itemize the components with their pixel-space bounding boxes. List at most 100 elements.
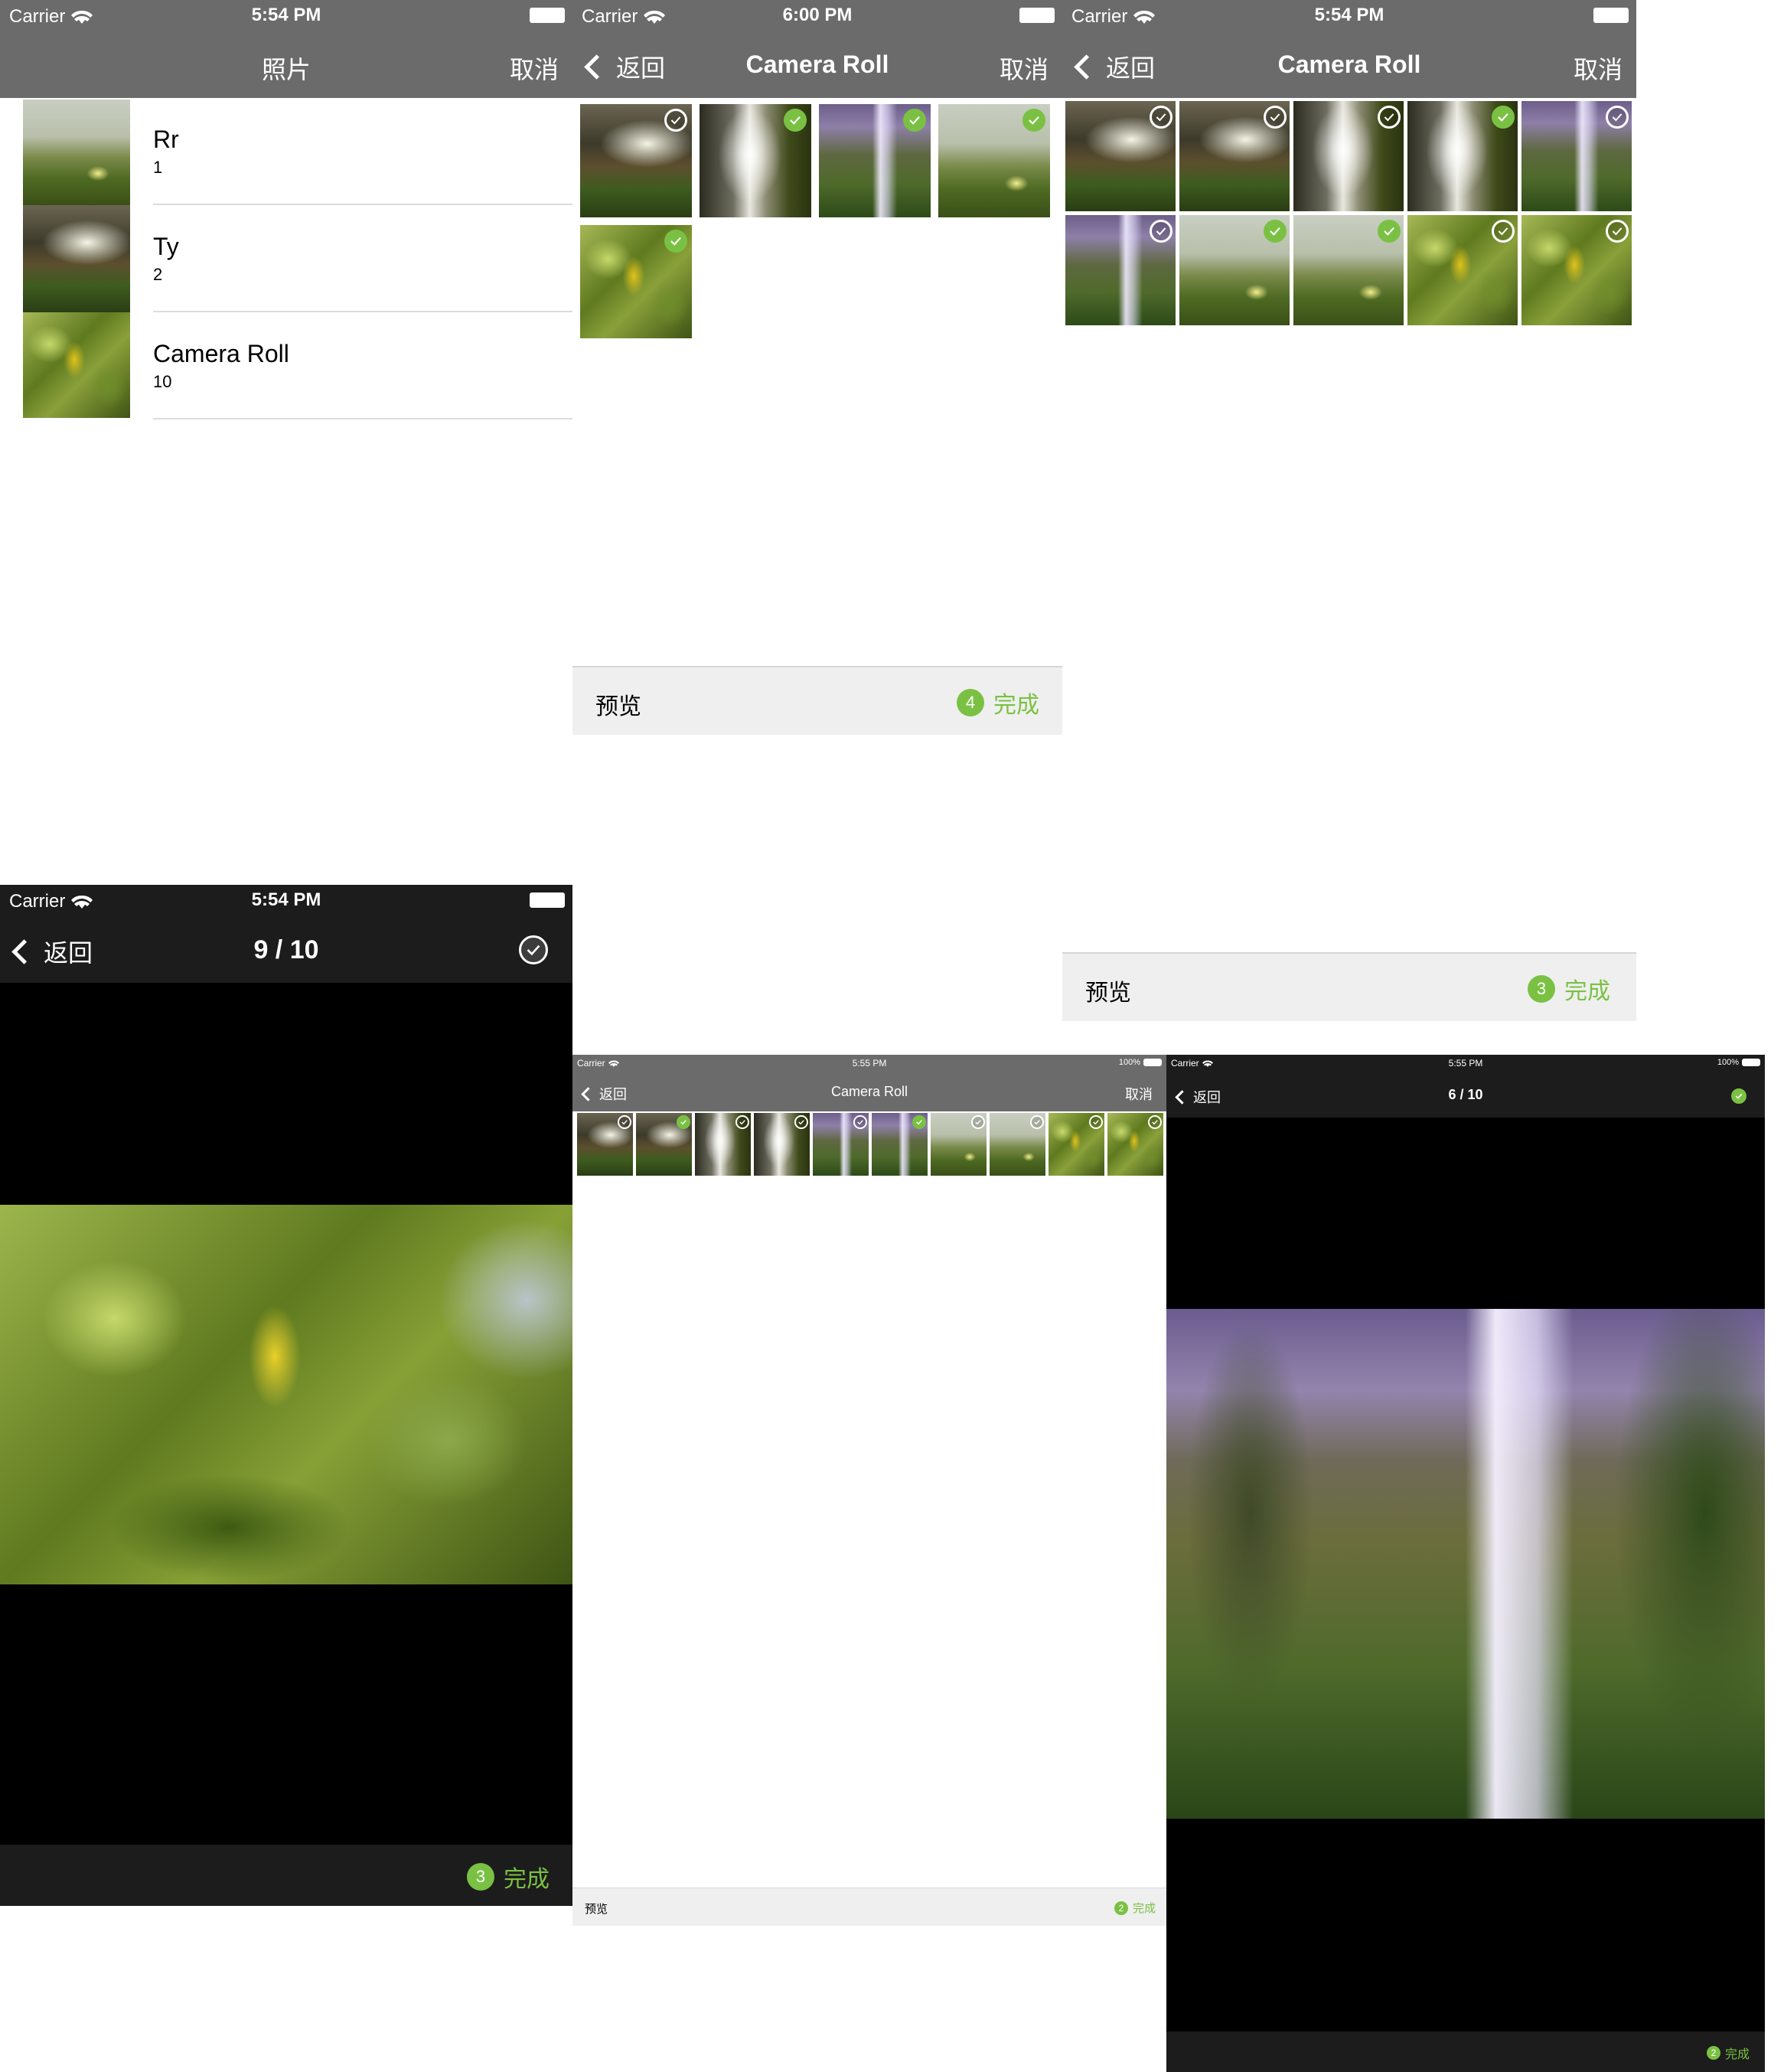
select-checkbox[interactable] [1022, 109, 1045, 132]
select-checkbox[interactable] [1606, 220, 1629, 243]
check-icon [1612, 227, 1623, 236]
wifi-icon [644, 11, 666, 24]
select-checkbox[interactable] [618, 1115, 631, 1129]
select-checkbox[interactable] [853, 1115, 867, 1129]
done-button[interactable]: 2 完成 [1706, 2044, 1750, 2062]
photo-cell[interactable] [695, 1113, 751, 1176]
photo-cell[interactable] [1107, 1113, 1163, 1176]
select-checkbox[interactable] [1731, 1088, 1746, 1104]
nav-title: Camera Roll [1277, 51, 1421, 78]
done-button[interactable]: 3 完成 [1528, 972, 1610, 1006]
select-checkbox[interactable] [664, 230, 687, 253]
nav-bar: 返回 Camera Roll 取消 [572, 34, 1062, 98]
photo-cell[interactable] [813, 1113, 869, 1176]
photo-grid-screen: Carrier 5:54 PM 返回 Camera Roll 取消 [1062, 0, 1636, 1021]
photo-cell[interactable] [1521, 215, 1632, 325]
photo-cell[interactable] [819, 104, 931, 217]
photo-cell[interactable] [938, 104, 1050, 217]
done-button[interactable]: 2 完成 [1114, 1900, 1156, 1916]
row-divider [153, 204, 572, 205]
album-thumbnail [23, 312, 130, 418]
cancel-button[interactable]: 取消 [999, 56, 1049, 83]
full-photo[interactable] [1166, 1309, 1765, 1819]
select-checkbox[interactable] [1378, 106, 1401, 129]
check-icon [621, 1120, 628, 1125]
photo-cell[interactable] [1293, 215, 1404, 325]
full-photo[interactable] [0, 1205, 572, 1584]
select-checkbox[interactable] [519, 935, 548, 964]
preview-button[interactable]: 预览 [595, 694, 641, 719]
select-checkbox[interactable] [971, 1115, 985, 1129]
photo-cell[interactable] [1065, 101, 1176, 211]
select-checkbox[interactable] [664, 109, 687, 132]
select-checkbox[interactable] [912, 1115, 926, 1129]
album-row[interactable]: Rr 1 [0, 100, 572, 205]
photo-cell[interactable] [872, 1113, 928, 1176]
photo-cell[interactable] [1179, 215, 1290, 325]
photo-cell[interactable] [931, 1113, 987, 1176]
preview-button[interactable]: 预览 [1085, 981, 1131, 1006]
select-checkbox[interactable] [784, 109, 807, 132]
select-checkbox[interactable] [1492, 220, 1515, 243]
preview-button[interactable]: 预览 [585, 1903, 608, 1916]
nav-bar: 返回 9 / 10 [0, 919, 572, 983]
battery-icon [530, 8, 565, 23]
photo-cell[interactable] [636, 1113, 692, 1176]
photo-cell[interactable] [700, 104, 811, 217]
status-bar: Carrier 5:54 PM [1062, 0, 1636, 34]
photo-viewer-screen: Carrier 5:54 PM 返回 9 / 10 3 完成 [0, 885, 572, 1906]
photo-cell[interactable] [580, 104, 692, 217]
back-button[interactable]: 返回 [584, 49, 665, 84]
select-checkbox[interactable] [1378, 220, 1401, 243]
back-button[interactable]: 返回 [11, 934, 93, 969]
select-checkbox[interactable] [735, 1115, 749, 1129]
select-checkbox[interactable] [677, 1115, 690, 1129]
album-row[interactable]: Ty 2 [0, 205, 572, 312]
check-icon [1612, 113, 1623, 122]
photo-cell[interactable] [580, 225, 692, 338]
photo-cell[interactable] [1179, 101, 1290, 211]
photo-cell[interactable] [1407, 215, 1518, 325]
back-button[interactable]: 返回 [1175, 1087, 1221, 1107]
selected-count-badge: 4 [957, 689, 984, 716]
photo-grid-screen: Carrier 6:00 PM 返回 Camera Roll 取消 [572, 0, 1062, 735]
back-button[interactable]: 返回 [581, 1084, 627, 1104]
select-checkbox[interactable] [1492, 106, 1515, 129]
select-checkbox[interactable] [1148, 1115, 1162, 1129]
select-checkbox[interactable] [1264, 106, 1287, 129]
check-icon [1152, 1120, 1158, 1125]
photo-cell[interactable] [990, 1113, 1045, 1176]
select-checkbox[interactable] [1150, 106, 1172, 129]
photo-cell[interactable] [1407, 101, 1518, 211]
photo-cell[interactable] [1049, 1113, 1104, 1176]
select-checkbox[interactable] [1606, 106, 1629, 129]
battery-icon [1143, 1059, 1162, 1066]
photo-counter: 9 / 10 [253, 935, 319, 964]
wifi-icon [71, 896, 93, 909]
cancel-button[interactable]: 取消 [1573, 56, 1623, 83]
album-row[interactable]: Camera Roll 10 [0, 312, 572, 419]
cancel-button[interactable]: 取消 [1125, 1087, 1153, 1102]
check-icon [1735, 1093, 1743, 1099]
photo-cell[interactable] [1293, 101, 1404, 211]
photo-cell[interactable] [577, 1113, 633, 1176]
select-checkbox[interactable] [1030, 1115, 1044, 1129]
photo-cell[interactable] [1521, 101, 1632, 211]
back-button[interactable]: 返回 [1074, 49, 1155, 84]
select-checkbox[interactable] [794, 1115, 808, 1129]
albums-screen: Carrier 5:54 PM 照片 取消 Rr 1 Ty 2 Camera R… [0, 0, 572, 885]
select-checkbox[interactable] [1150, 220, 1172, 243]
photo-cell[interactable] [754, 1113, 810, 1176]
select-checkbox[interactable] [1264, 220, 1287, 243]
selected-count-badge: 3 [1528, 975, 1555, 1003]
photo-cell[interactable] [1065, 215, 1176, 325]
album-count: 2 [153, 265, 163, 284]
bottom-toolbar: 3 完成 [0, 1845, 572, 1906]
done-button[interactable]: 4 完成 [957, 686, 1039, 719]
cancel-button[interactable]: 取消 [509, 56, 559, 83]
select-checkbox[interactable] [903, 109, 926, 132]
check-icon [1029, 116, 1039, 125]
select-checkbox[interactable] [1089, 1115, 1103, 1129]
album-name: Ty [153, 233, 179, 260]
done-button[interactable]: 3 完成 [467, 1860, 550, 1894]
